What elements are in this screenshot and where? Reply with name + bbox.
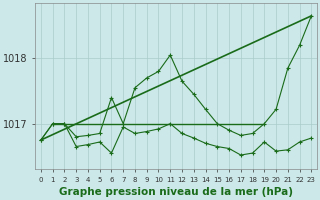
X-axis label: Graphe pression niveau de la mer (hPa): Graphe pression niveau de la mer (hPa) <box>59 187 293 197</box>
